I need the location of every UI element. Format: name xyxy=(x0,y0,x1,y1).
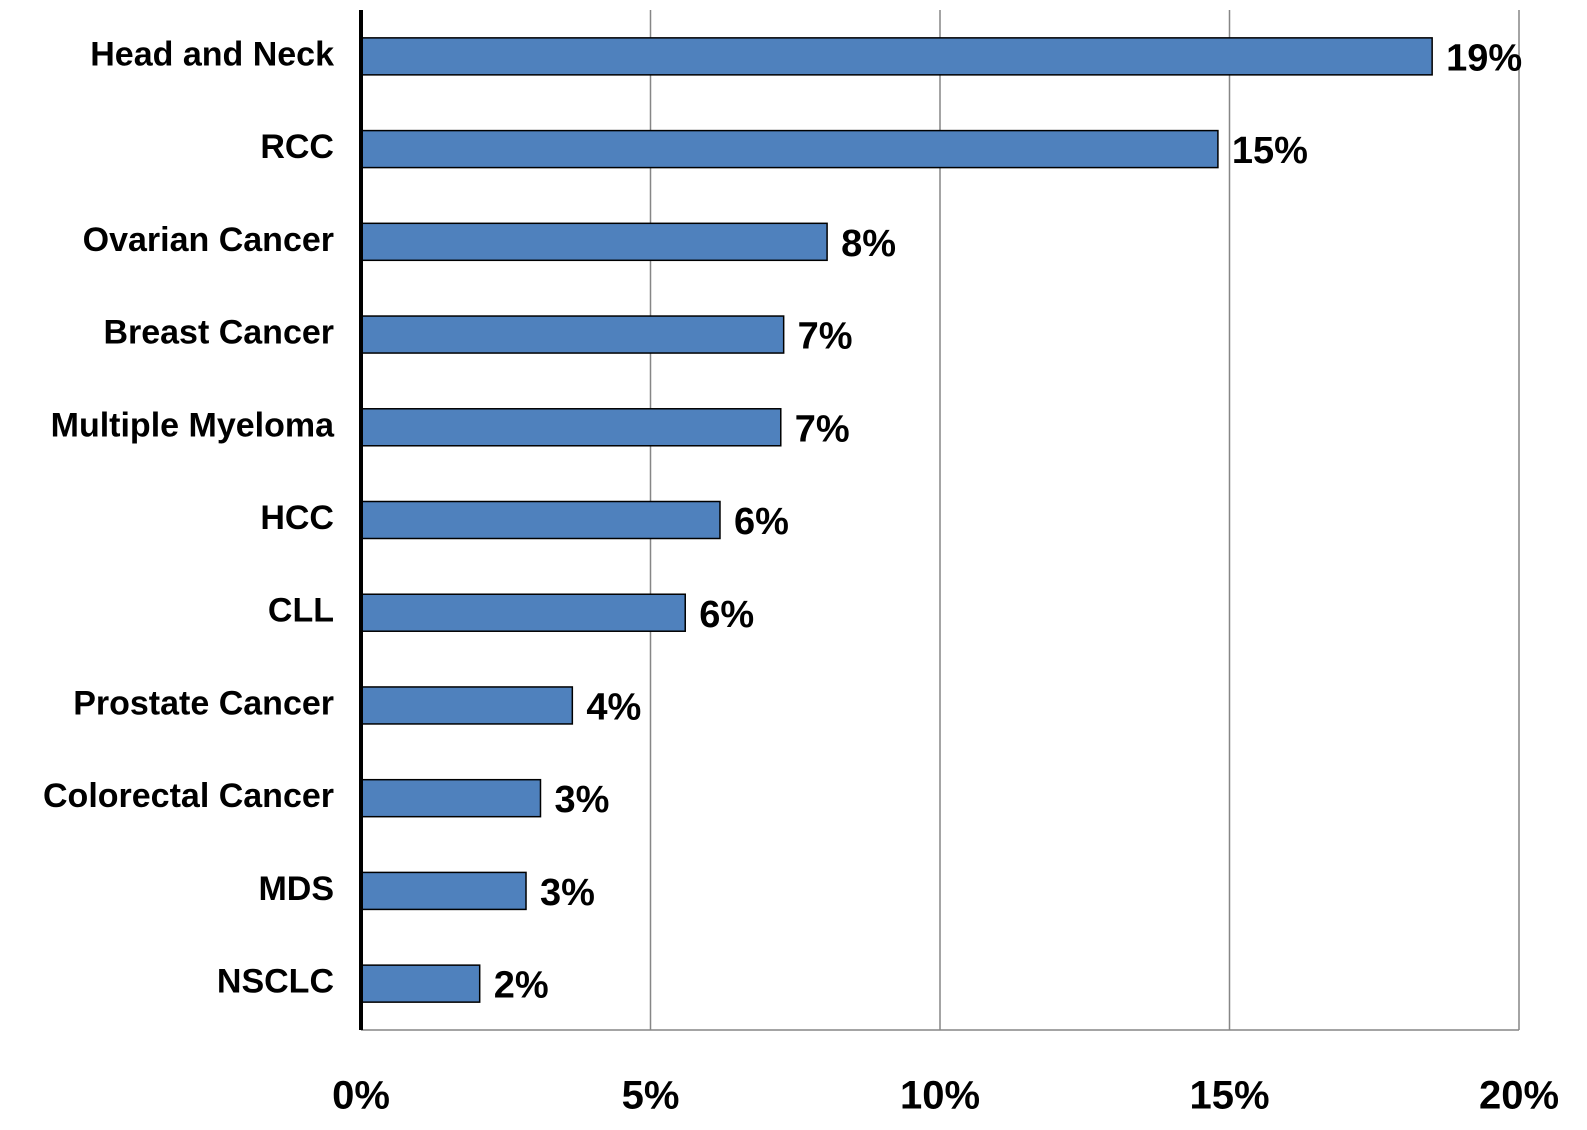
data-label: 6% xyxy=(734,501,789,543)
bar xyxy=(360,593,686,632)
y-tick-label: Head and Neck xyxy=(90,35,334,73)
bar xyxy=(360,778,542,818)
data-label: 3% xyxy=(554,779,609,821)
bar xyxy=(360,686,574,725)
x-tick-label: 15% xyxy=(1189,1074,1269,1118)
y-tick-label: Ovarian Cancer xyxy=(83,221,334,259)
data-label: 6% xyxy=(699,594,754,636)
bar xyxy=(360,37,1433,76)
y-tick-label: Colorectal Cancer xyxy=(43,777,334,815)
y-tick-label: Prostate Cancer xyxy=(73,684,334,722)
data-label: 4% xyxy=(586,686,641,728)
data-label: 15% xyxy=(1232,130,1308,172)
bar xyxy=(360,871,527,911)
data-label: 2% xyxy=(494,965,549,1007)
x-tick-label: 20% xyxy=(1479,1074,1559,1118)
bar xyxy=(360,315,785,354)
bar xyxy=(360,222,828,262)
bar xyxy=(360,408,782,447)
y-tick-label: RCC xyxy=(260,128,334,166)
data-label: 19% xyxy=(1446,37,1522,79)
bar xyxy=(360,129,1219,169)
y-tick-label: HCC xyxy=(260,499,334,537)
bar xyxy=(360,500,721,540)
x-tick-label: 5% xyxy=(622,1074,680,1118)
y-tick-label: CLL xyxy=(268,592,334,630)
data-label: 3% xyxy=(540,872,595,914)
data-label: 7% xyxy=(798,316,853,358)
x-tick-label: 10% xyxy=(900,1074,980,1118)
y-tick-label: Multiple Myeloma xyxy=(51,406,335,444)
y-tick-label: MDS xyxy=(258,870,334,908)
x-tick-label: 0% xyxy=(332,1074,390,1118)
y-tick-label: Breast Cancer xyxy=(103,314,334,352)
data-label: 7% xyxy=(795,408,850,450)
bar xyxy=(360,964,481,1003)
data-label: 8% xyxy=(841,223,896,265)
y-tick-label: NSCLC xyxy=(217,963,334,1001)
